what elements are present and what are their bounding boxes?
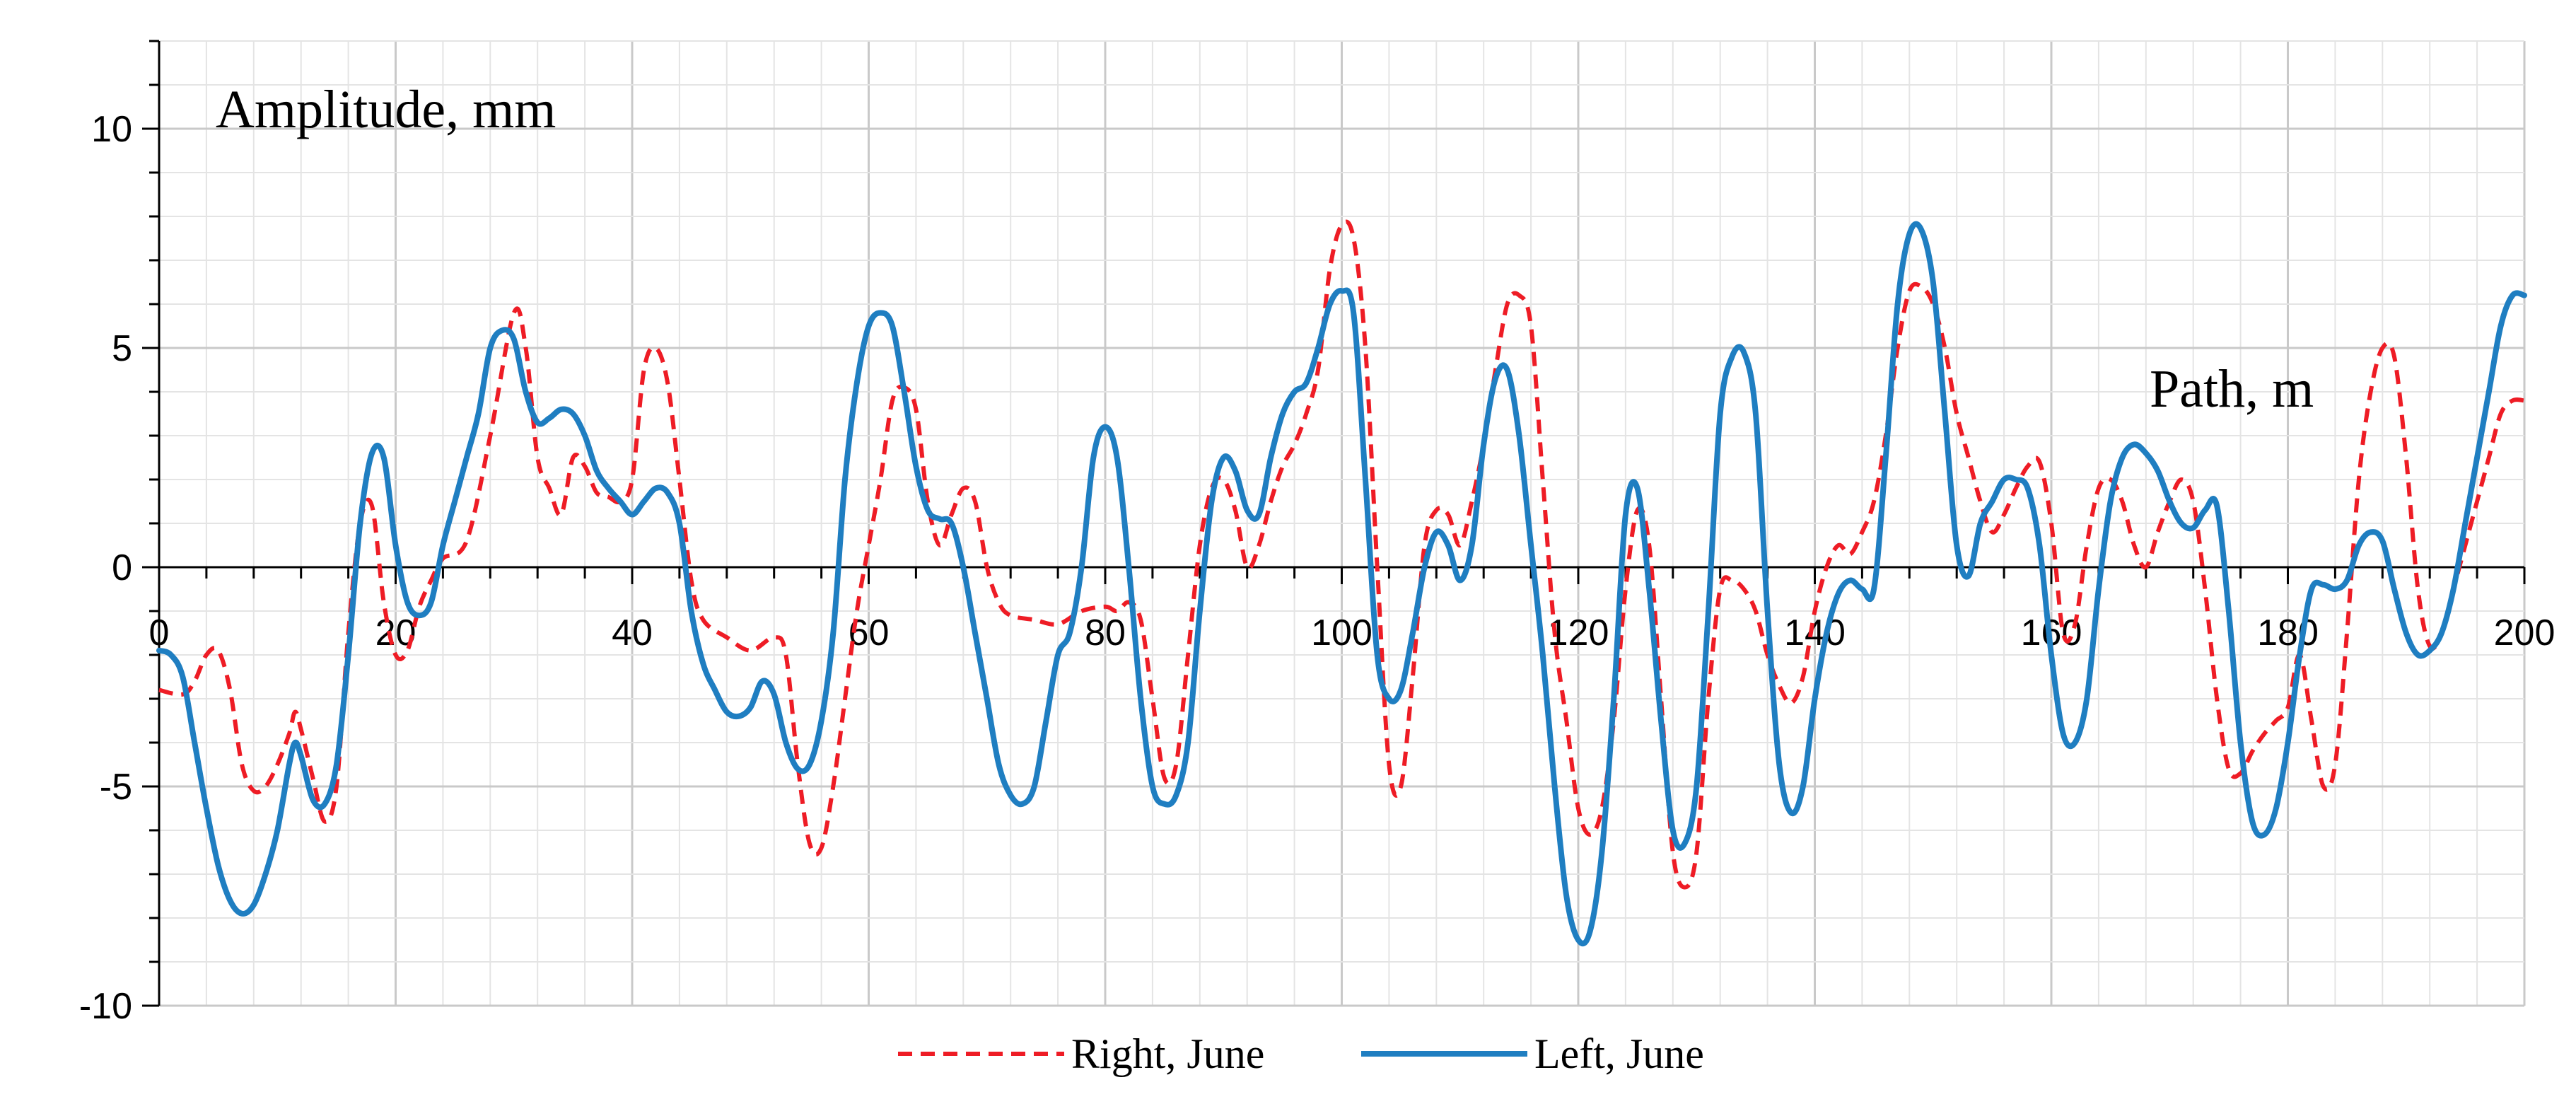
legend: Right, June Left, June [898,1030,1704,1077]
x-tick-label: 0 [149,612,170,653]
x-axis-label: Path, m [2150,359,2314,419]
series-line-left [156,221,2527,947]
y-tick-label: 5 [112,328,132,369]
y-tick-label: -5 [100,767,132,808]
x-tick-label: 100 [1311,612,1372,653]
x-tick-label: 180 [2257,612,2319,653]
y-tick-label: 10 [91,109,132,150]
legend-label: Left, June [1534,1030,1704,1077]
x-tick-label: 200 [2494,612,2555,653]
series-line-right [158,219,2525,890]
y-tick-label: -10 [79,986,132,1027]
y-axis-label: Amplitude, mm [216,80,556,139]
x-tick-label: 140 [1784,612,1846,653]
y-tick-label: 0 [112,547,132,588]
legend-label: Right, June [1071,1030,1264,1077]
x-tick-label: 40 [612,612,653,653]
series-lines [156,219,2527,947]
grid [158,40,2526,1007]
x-tick-label: 80 [1085,612,1126,653]
